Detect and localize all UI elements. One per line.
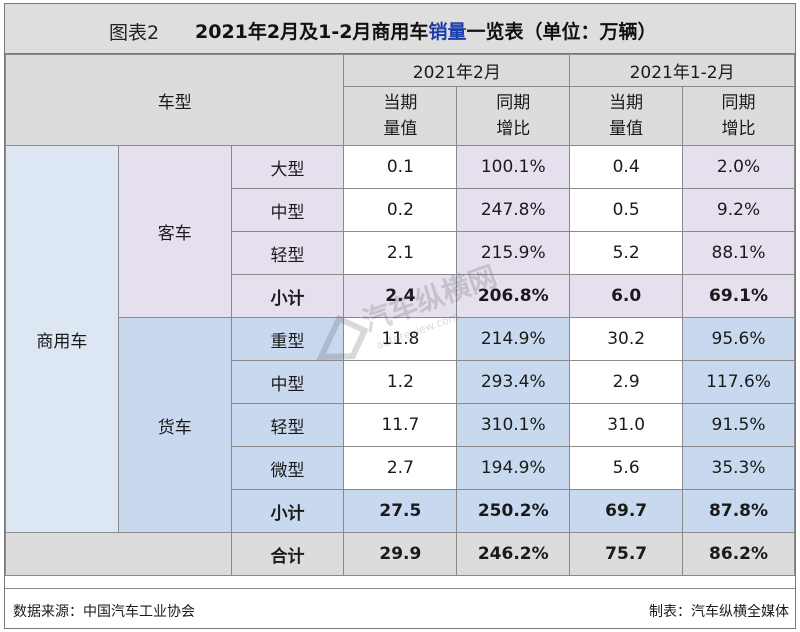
ytd-yoy: 9.2% (682, 188, 795, 232)
title-prefix: 2021年2月及1-2月商用车 (195, 21, 429, 43)
total-ytd-yoy: 86.2% (682, 532, 795, 576)
group-bus: 客车 (117, 145, 232, 318)
subtotal-feb-value: 2.4 (343, 274, 458, 318)
total-feb-yoy: 246.2% (456, 532, 571, 576)
sales-table: 车型 2021年2月 2021年1-2月 当期 量值 同期 增比 当期 量值 同期 增比… (4, 54, 795, 576)
ytd-value: 5.2 (569, 231, 684, 275)
feb-yoy: 215.9% (456, 231, 571, 275)
title-highlight: 销量 (428, 21, 467, 43)
ytd-yoy: 117.6% (682, 360, 795, 404)
row-type: 轻型 (230, 403, 345, 447)
feb-value: 0.2 (343, 188, 458, 232)
subtotal-ytd-yoy: 69.1% (682, 274, 795, 318)
report-frame: 图表2 2021年2月及1-2月商用车销量一览表（单位：万辆） 车型 2021年… (4, 3, 796, 629)
subtotal-feb-value: 27.5 (343, 489, 458, 533)
total-feb-value: 29.9 (343, 532, 458, 576)
subtotal-ytd-yoy: 87.8% (682, 489, 795, 533)
feb-yoy: 194.9% (456, 446, 571, 490)
table-maker: 制表：汽车纵横全媒体 (649, 604, 789, 620)
subtotal-label: 小计 (230, 274, 345, 318)
ytd-value: 0.4 (569, 145, 684, 189)
row-type: 中型 (230, 360, 345, 404)
header-period-jan-feb: 2021年1-2月 (569, 54, 795, 87)
total-blank (5, 532, 232, 576)
ytd-yoy: 2.0% (682, 145, 795, 189)
ytd-yoy: 95.6% (682, 317, 795, 361)
total-label: 合计 (230, 532, 345, 576)
row-type: 重型 (230, 317, 345, 361)
ytd-value: 2.9 (569, 360, 684, 404)
data-source: 数据来源：中国汽车工业协会 (13, 604, 195, 620)
ytd-value: 31.0 (569, 403, 684, 447)
feb-yoy: 100.1% (456, 145, 571, 189)
header-yoy: 同期 增比 (682, 86, 795, 146)
subtotal-label: 小计 (230, 489, 345, 533)
header-vehicle-type: 车型 (4, 54, 345, 146)
group-truck: 货车 (117, 317, 232, 533)
title-bar: 图表2 2021年2月及1-2月商用车销量一览表（单位：万辆） (5, 4, 795, 54)
feb-yoy: 247.8% (456, 188, 571, 232)
feb-value: 0.1 (343, 145, 458, 189)
ytd-value: 5.6 (569, 446, 684, 490)
ytd-yoy: 91.5% (682, 403, 795, 447)
footer: 数据来源：中国汽车工业协会 制表：汽车纵横全媒体 (5, 588, 795, 628)
feb-value: 11.7 (343, 403, 458, 447)
subtotal-ytd-value: 69.7 (569, 489, 684, 533)
feb-yoy: 310.1% (456, 403, 571, 447)
table-title: 2021年2月及1-2月商用车销量一览表（单位：万辆） (195, 17, 656, 44)
feb-value: 2.1 (343, 231, 458, 275)
title-suffix: 一览表（单位：万辆） (466, 21, 657, 43)
subtotal-ytd-value: 6.0 (569, 274, 684, 318)
row-type: 微型 (230, 446, 345, 490)
subtotal-feb-yoy: 250.2% (456, 489, 571, 533)
feb-yoy: 214.9% (456, 317, 571, 361)
subtotal-feb-yoy: 206.8% (456, 274, 571, 318)
total-ytd-value: 75.7 (569, 532, 684, 576)
ytd-yoy: 35.3% (682, 446, 795, 490)
row-type: 轻型 (230, 231, 345, 275)
header-yoy: 同期 增比 (456, 86, 571, 146)
ytd-value: 0.5 (569, 188, 684, 232)
header-cur-value: 当期 量值 (569, 86, 684, 146)
header-cur-value: 当期 量值 (343, 86, 458, 146)
feb-yoy: 293.4% (456, 360, 571, 404)
row-type: 中型 (230, 188, 345, 232)
feb-value: 2.7 (343, 446, 458, 490)
feb-value: 11.8 (343, 317, 458, 361)
feb-value: 1.2 (343, 360, 458, 404)
header-period-feb: 2021年2月 (343, 54, 571, 87)
category-commercial-vehicle: 商用车 (5, 145, 119, 533)
ytd-yoy: 88.1% (682, 231, 795, 275)
figure-label: 图表2 (109, 22, 160, 44)
ytd-value: 30.2 (569, 317, 684, 361)
row-type: 大型 (230, 145, 345, 189)
